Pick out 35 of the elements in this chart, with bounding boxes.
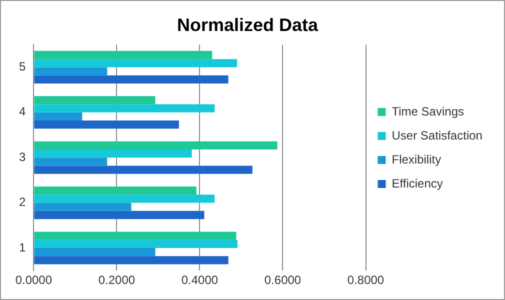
bar — [34, 67, 108, 76]
bar — [34, 194, 215, 203]
bar — [34, 120, 179, 129]
legend-label: User Satisfaction — [392, 128, 482, 142]
y-tick-label: 2 — [18, 195, 26, 210]
bar — [34, 50, 212, 60]
bar — [34, 75, 228, 84]
y-tick-label: 1 — [18, 240, 26, 254]
bar — [34, 112, 82, 121]
bar — [34, 202, 132, 211]
bar — [34, 158, 108, 166]
bar — [34, 149, 192, 158]
chart-title: Normalized Data — [176, 14, 320, 35]
bar — [34, 186, 196, 195]
bar — [34, 256, 228, 264]
y-tick-label: 3 — [18, 150, 26, 164]
bar — [34, 104, 215, 112]
bar — [34, 96, 156, 104]
bar — [34, 240, 238, 248]
x-tick-label: 0.0000 — [15, 273, 52, 288]
legend-label: Flexibility — [392, 152, 442, 166]
x-tick-label: 0.8000 — [347, 273, 384, 288]
x-tick-label: 0.4000 — [181, 273, 218, 288]
bar — [34, 59, 238, 68]
y-tick-label: 4 — [18, 104, 26, 119]
bar — [34, 232, 236, 240]
legend-label: Time Savings — [392, 104, 464, 118]
bar — [34, 210, 204, 220]
x-tick-label: 0.6000 — [264, 273, 302, 288]
legend-label: Efficiency — [392, 176, 443, 190]
bar — [34, 248, 156, 256]
x-tick-label: 0.2000 — [98, 273, 136, 288]
bar — [34, 166, 252, 174]
y-tick-label: 5 — [18, 60, 26, 74]
bar — [34, 141, 278, 150]
